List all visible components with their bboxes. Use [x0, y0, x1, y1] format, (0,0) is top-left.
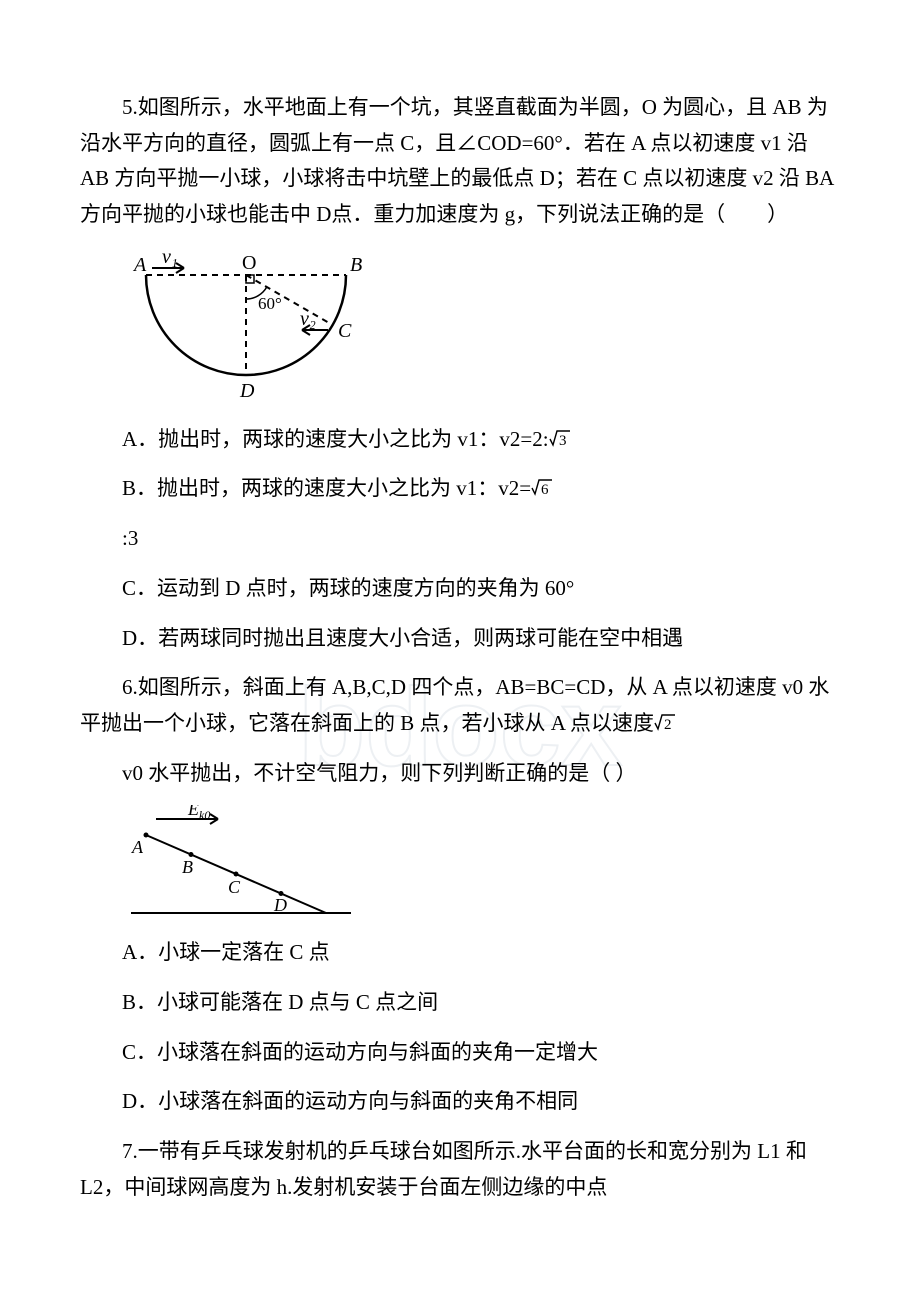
q5-option-b: B．抛出时，两球的速度大小之比为 v1：v2= 6 [80, 471, 840, 507]
svg-text:3: 3 [559, 433, 567, 448]
q6-label-C: C [228, 877, 241, 897]
q5-option-b-tail: :3 [80, 521, 840, 557]
q5-option-b-text: B．抛出时，两球的速度大小之比为 v1：v2= [122, 476, 531, 500]
q5-option-a: A．抛出时，两球的速度大小之比为 v1：v2=2: 3 [80, 422, 840, 458]
label-v2: v₂ [300, 308, 316, 330]
page-content: 5.如图所示，水平地面上有一个坑，其竖直截面为半圆，O 为圆心，且 AB 为沿水… [80, 90, 840, 1205]
q5-option-a-text: A．抛出时，两球的速度大小之比为 v1：v2=2: [122, 427, 549, 451]
q6-stem-b: v0 水平抛出，不计空气阻力，则下列判断正确的是（ ） [80, 756, 840, 792]
q6-label-A: A [131, 837, 144, 857]
q5-option-d: D．若两球同时抛出且速度大小合适，则两球可能在空中相遇 [80, 621, 840, 657]
q6-option-a: A．小球一定落在 C 点 [80, 935, 840, 971]
label-D: D [239, 380, 255, 402]
root-3-icon: 3 [549, 428, 571, 448]
q6-label-B: B [182, 857, 193, 877]
q5-stem: 5.如图所示，水平地面上有一个坑，其竖直截面为半圆，O 为圆心，且 AB 为沿水… [80, 90, 840, 233]
label-v1: v₁ [162, 247, 178, 268]
q5-option-c: C．运动到 D 点时，两球的速度方向的夹角为 60° [80, 571, 840, 607]
q6-stem-a-text: 6.如图所示，斜面上有 A,B,C,D 四个点，AB=BC=CD，从 A 点以初… [80, 675, 829, 735]
svg-text:6: 6 [541, 482, 549, 497]
q6-option-b: B．小球可能落在 D 点与 C 点之间 [80, 985, 840, 1021]
label-angle: 60° [258, 294, 282, 313]
svg-text:2: 2 [664, 717, 672, 732]
root-2-icon: 2 [654, 712, 676, 732]
label-C: C [338, 320, 352, 342]
label-B: B [350, 254, 362, 276]
root-6-icon: 6 [531, 477, 553, 497]
label-O: O [242, 252, 256, 274]
q6-label-D: D [273, 895, 287, 915]
q6-stem-a: 6.如图所示，斜面上有 A,B,C,D 四个点，AB=BC=CD，从 A 点以初… [80, 670, 840, 741]
q7-stem: 7.一带有乒乓球发射机的乒乓球台如图所示.水平台面的长和宽分别为 L1 和 L2… [80, 1134, 840, 1205]
q6-option-d: D．小球落在斜面的运动方向与斜面的夹角不相同 [80, 1084, 840, 1120]
q5-figure: A v₁ O B 60° v₂ C D [126, 247, 840, 412]
label-A: A [132, 254, 147, 276]
q6-figure: A B C D Ek0 [126, 805, 840, 925]
q6-option-c: C．小球落在斜面的运动方向与斜面的夹角一定增大 [80, 1035, 840, 1071]
